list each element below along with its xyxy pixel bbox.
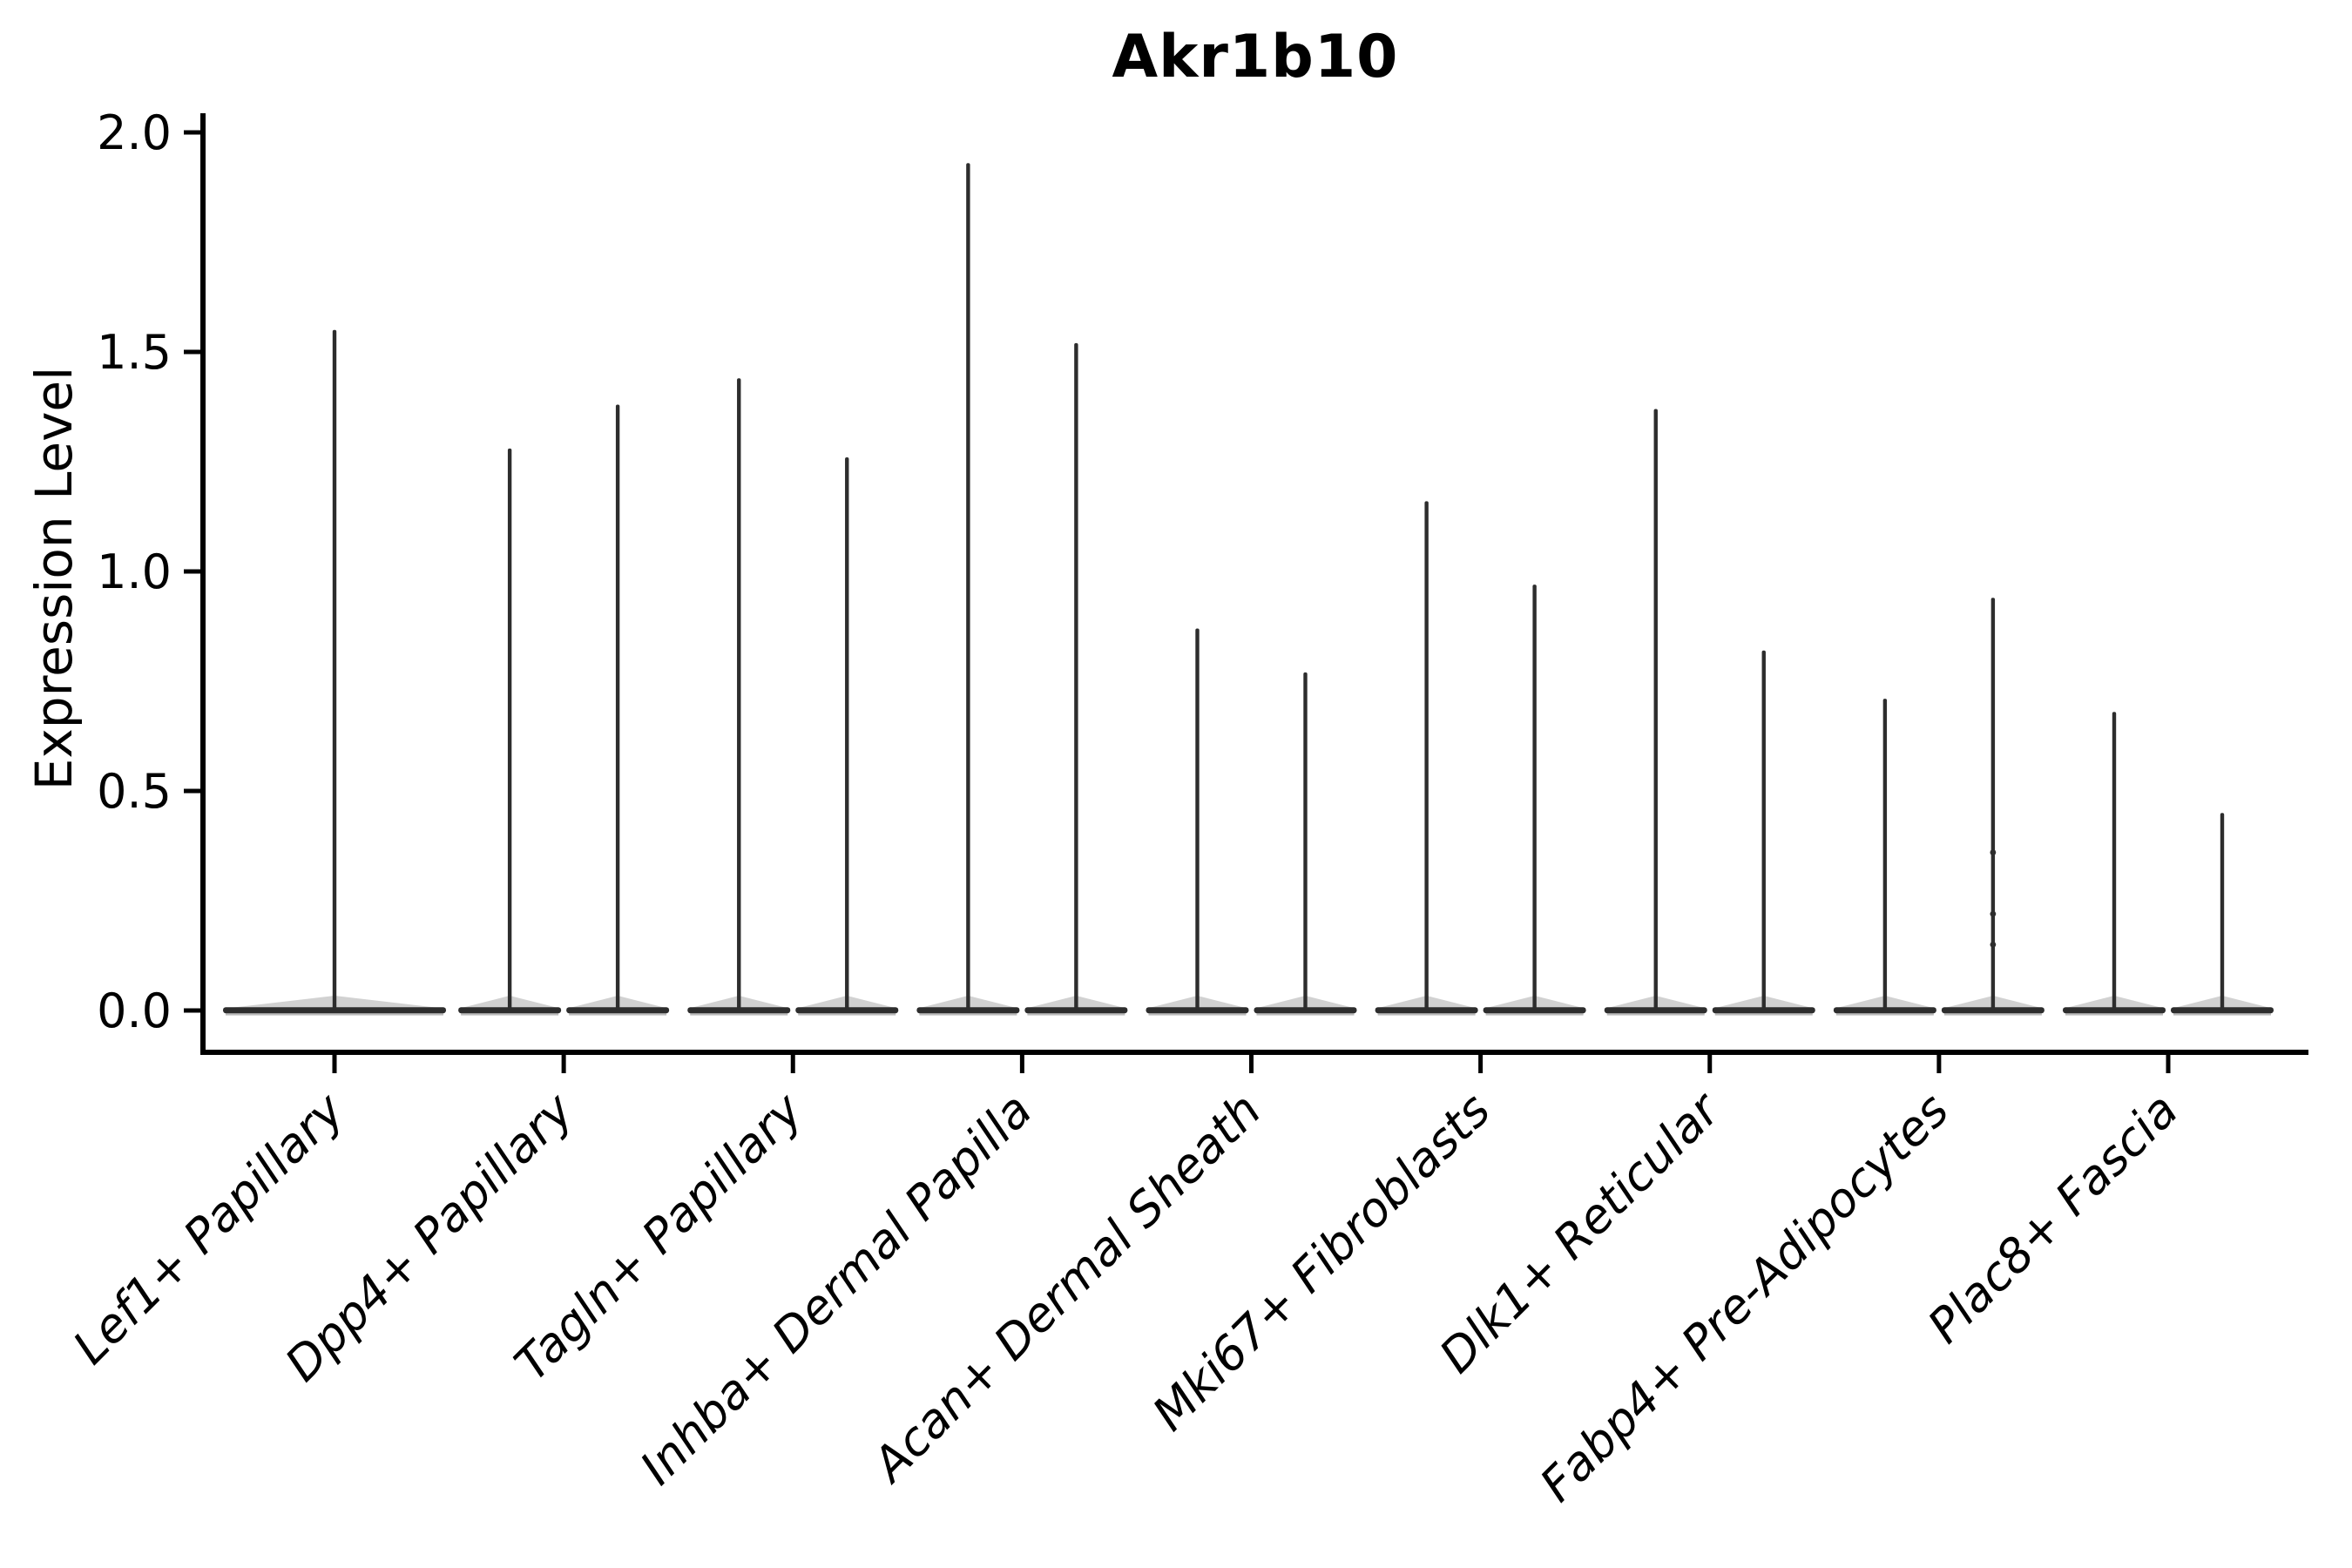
violin-base <box>1375 1007 1478 1014</box>
violin <box>2063 712 2166 1016</box>
violin-base <box>2063 1007 2166 1014</box>
violin-base-soft-edge <box>2065 1013 2163 1016</box>
violin-base-soft-edge <box>1606 1013 1705 1016</box>
violin-group <box>1833 598 2044 1016</box>
violin-base-soft-edge <box>226 1013 443 1016</box>
violin <box>795 456 899 1016</box>
violin-base <box>1712 1007 1815 1014</box>
violin-base-soft-edge <box>1714 1013 1813 1016</box>
violin <box>566 404 670 1016</box>
y-axis: 0.0 0.5 1.0 1.5 2.0 <box>97 105 206 1055</box>
violin-base-soft-edge <box>461 1013 559 1016</box>
violin-spike <box>2112 712 2117 1010</box>
violin-base <box>687 1007 791 1014</box>
x-category-label: Inhba+ Dermal Papilla <box>630 1083 1043 1496</box>
violin-spike <box>966 163 970 1010</box>
violin-group <box>458 404 670 1016</box>
violin-base-soft-edge <box>1835 1013 1934 1016</box>
violin-base-soft-edge <box>919 1013 1017 1016</box>
violin <box>1375 501 1478 1016</box>
violin-base-soft-edge <box>690 1013 788 1016</box>
violin-base <box>1941 1007 2044 1014</box>
y-tick-label: 1.5 <box>97 325 172 380</box>
violin <box>1833 699 1936 1016</box>
violin-spike <box>737 378 741 1010</box>
violin-spike <box>615 404 620 1010</box>
violin <box>1712 650 1815 1016</box>
violin-group <box>687 378 899 1016</box>
y-tick-label: 0.5 <box>97 764 172 819</box>
violin-base-soft-edge <box>1148 1013 1247 1016</box>
violin-group <box>916 163 1128 1016</box>
violin <box>458 448 562 1016</box>
violin <box>916 163 1020 1016</box>
violin-group <box>223 329 446 1016</box>
violin-group <box>2063 712 2274 1016</box>
violin <box>223 329 446 1016</box>
violin-base-soft-edge <box>569 1013 667 1016</box>
jitter-point <box>1990 910 1997 917</box>
violin-base <box>1483 1007 1586 1014</box>
violin <box>1941 598 2044 1016</box>
violin-base-soft-edge <box>1943 1013 2042 1016</box>
violin-spike <box>1303 672 1308 1010</box>
violin <box>1146 628 1249 1016</box>
violin-spike <box>332 329 337 1010</box>
violin-base-soft-edge <box>1485 1013 1584 1016</box>
violin-base-soft-edge <box>2173 1013 2271 1016</box>
x-category-label: Fabp4+ Pre-Adipocytes <box>1530 1083 1959 1512</box>
violin-base <box>1604 1007 1707 1014</box>
violin-spike <box>1653 409 1658 1010</box>
violin-base <box>458 1007 562 1014</box>
chart-title: Akr1b10 <box>1112 23 1399 91</box>
violin-base <box>2171 1007 2274 1014</box>
jitter-point <box>1990 849 1997 855</box>
violin-base <box>566 1007 670 1014</box>
y-tick-label: 0.0 <box>97 983 172 1038</box>
y-tick-label: 2.0 <box>97 105 172 160</box>
violin-spike <box>1761 650 1766 1010</box>
violin-spike <box>845 456 849 1010</box>
violin-base <box>223 1007 446 1014</box>
violin-spike <box>1195 628 1200 1010</box>
violin-group <box>1604 409 1815 1016</box>
x-category-label: Acan+ Dermal Sheath <box>861 1083 1272 1494</box>
x-category-label: Plac8+ Fascia <box>1917 1083 2188 1354</box>
violin-base <box>1024 1007 1128 1014</box>
violin-group <box>1146 628 1357 1016</box>
violin-base-soft-edge <box>798 1013 896 1016</box>
violin <box>687 378 791 1016</box>
violin-group <box>1375 501 1586 1016</box>
violin-spike <box>2220 813 2225 1010</box>
violin-base-soft-edge <box>1027 1013 1125 1016</box>
violin-spike <box>1882 699 1888 1010</box>
jitter-point <box>1990 942 1997 948</box>
violin <box>1483 585 1586 1016</box>
violin <box>1254 672 1357 1016</box>
violin-base <box>916 1007 1020 1014</box>
violin-base <box>1833 1007 1936 1014</box>
violin <box>2171 813 2274 1016</box>
violin-base <box>795 1007 899 1014</box>
violin-spike <box>1074 342 1078 1010</box>
violin-base <box>1254 1007 1357 1014</box>
violin-base-soft-edge <box>1256 1013 1355 1016</box>
y-tick-label: 1.0 <box>97 544 172 599</box>
violin-spike <box>1532 585 1537 1010</box>
violin-spike <box>507 448 512 1010</box>
violin-spike <box>1990 598 1996 1010</box>
violin-spike <box>1424 501 1429 1010</box>
violins-layer <box>223 163 2274 1016</box>
violin <box>1024 342 1128 1016</box>
violin-base-soft-edge <box>1377 1013 1476 1016</box>
violin-base <box>1146 1007 1249 1014</box>
violin <box>1604 409 1707 1016</box>
